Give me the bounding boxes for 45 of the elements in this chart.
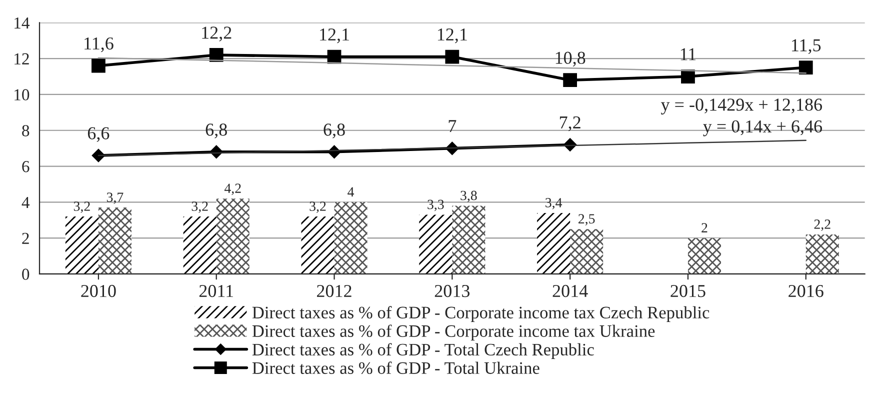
y-tick-label: 0 [22, 268, 30, 280]
x-tick-label: 2013 [434, 284, 470, 298]
data-label: 6,6 [88, 127, 110, 142]
y-tick-label: 2 [22, 232, 29, 244]
data-label: 2 [702, 223, 708, 232]
data-label: 6,8 [324, 124, 345, 138]
y-tick-label: 14 [14, 17, 30, 28]
data-label: 11 [680, 48, 696, 60]
legend-label: Direct taxes as % of GDP - Total Czech Republic [252, 343, 594, 360]
data-label: 11,5 [792, 39, 821, 54]
x-tick-label: 2012 [317, 284, 352, 298]
y-tick-label: 4 [22, 196, 30, 208]
y-tick-label: 6 [22, 161, 30, 172]
legend-label: Direct taxes as % of GDP - Corporate income tax Czech Republic [252, 306, 710, 322]
legend-label: Direct taxes as % of GDP - Total Ukraine [252, 362, 540, 374]
y-tick-label: 12 [14, 53, 29, 64]
data-label: 12,1 [320, 28, 349, 44]
data-label: 7,2 [560, 116, 580, 132]
y-tick-label: 10 [14, 89, 30, 100]
annotation: y = -0,1429x + 12,186 [660, 98, 822, 114]
data-label: 3,2 [74, 202, 90, 213]
data-label: 3,3 [428, 200, 444, 212]
legend-label: Direct taxes as % of GDP - Corporate income tax Ukraine [252, 324, 655, 340]
x-tick-label: 2014 [552, 284, 588, 298]
annotation: y = 0,14x + 6,46 [703, 120, 822, 136]
data-label: 2,5 [578, 214, 595, 226]
x-tick-label: 2016 [788, 284, 824, 298]
data-label: 3,8 [460, 190, 477, 202]
data-label: 3,2 [192, 202, 208, 213]
data-label: 3,4 [546, 198, 562, 210]
data-label: 3,2 [310, 202, 326, 213]
x-tick-label: 2015 [670, 284, 706, 298]
data-label: 11,6 [84, 37, 114, 52]
y-tick-label: 8 [22, 125, 30, 136]
data-label: 4,2 [224, 184, 241, 195]
data-label: 7 [448, 120, 456, 132]
data-label: 6,8 [206, 124, 227, 138]
data-label: 3,7 [106, 192, 124, 204]
data-label: 10,8 [556, 52, 586, 67]
x-tick-label: 2010 [81, 284, 116, 298]
data-label: 2,2 [814, 220, 830, 231]
data-label: 4 [348, 187, 354, 196]
data-label: 12,2 [202, 26, 232, 42]
data-label: 12,1 [438, 28, 467, 44]
x-tick-label: 2011 [199, 284, 233, 298]
